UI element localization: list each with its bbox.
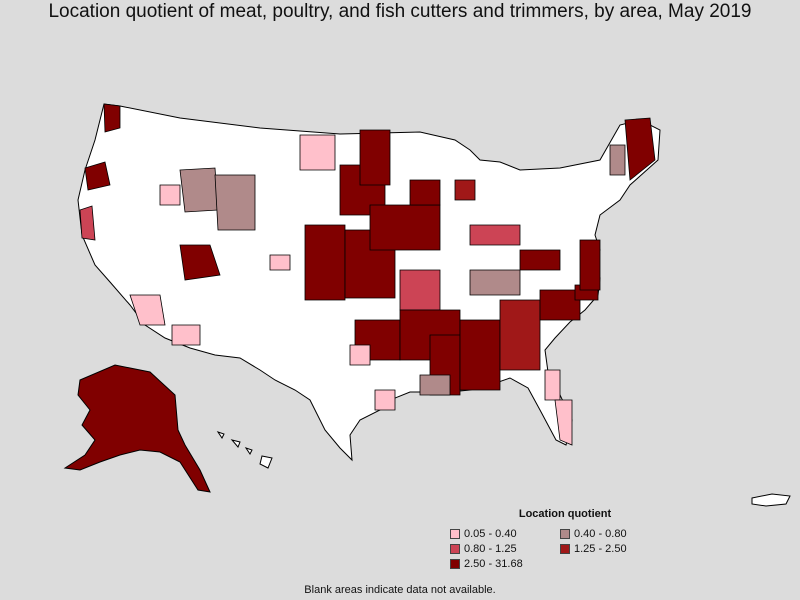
legend-swatch (560, 544, 570, 554)
legend-item-0: 0.05 - 0.40 (450, 528, 560, 540)
highlight-areas (79, 103, 656, 446)
hawaii (216, 431, 273, 469)
legend-label: 1.25 - 2.50 (574, 543, 627, 555)
legend-label: 2.50 - 31.68 (464, 558, 523, 570)
alaska (63, 364, 211, 493)
legend-title: Location quotient (518, 508, 612, 520)
puerto-rico (751, 493, 791, 507)
legend-item-2: 0.80 - 1.25 (450, 543, 560, 555)
map-title: Location quotient of meat, poultry, and … (48, 1, 752, 22)
legend-item-1: 0.40 - 0.80 (560, 528, 670, 540)
legend-swatch (450, 529, 460, 539)
legend-item-3: 1.25 - 2.50 (560, 543, 670, 555)
legend-label: 0.80 - 1.25 (464, 543, 517, 555)
legend-swatch (450, 544, 460, 554)
legend-label: 0.05 - 0.40 (464, 528, 517, 540)
legend: Location quotient 0.05 - 0.40 0.40 - 0.8… (450, 508, 710, 570)
legend-swatch (560, 529, 570, 539)
legend-item-4: 2.50 - 31.68 (450, 558, 560, 570)
legend-swatch (450, 559, 460, 569)
legend-label: 0.40 - 0.80 (574, 528, 627, 540)
footnote: Blank areas indicate data not available. (304, 584, 496, 596)
